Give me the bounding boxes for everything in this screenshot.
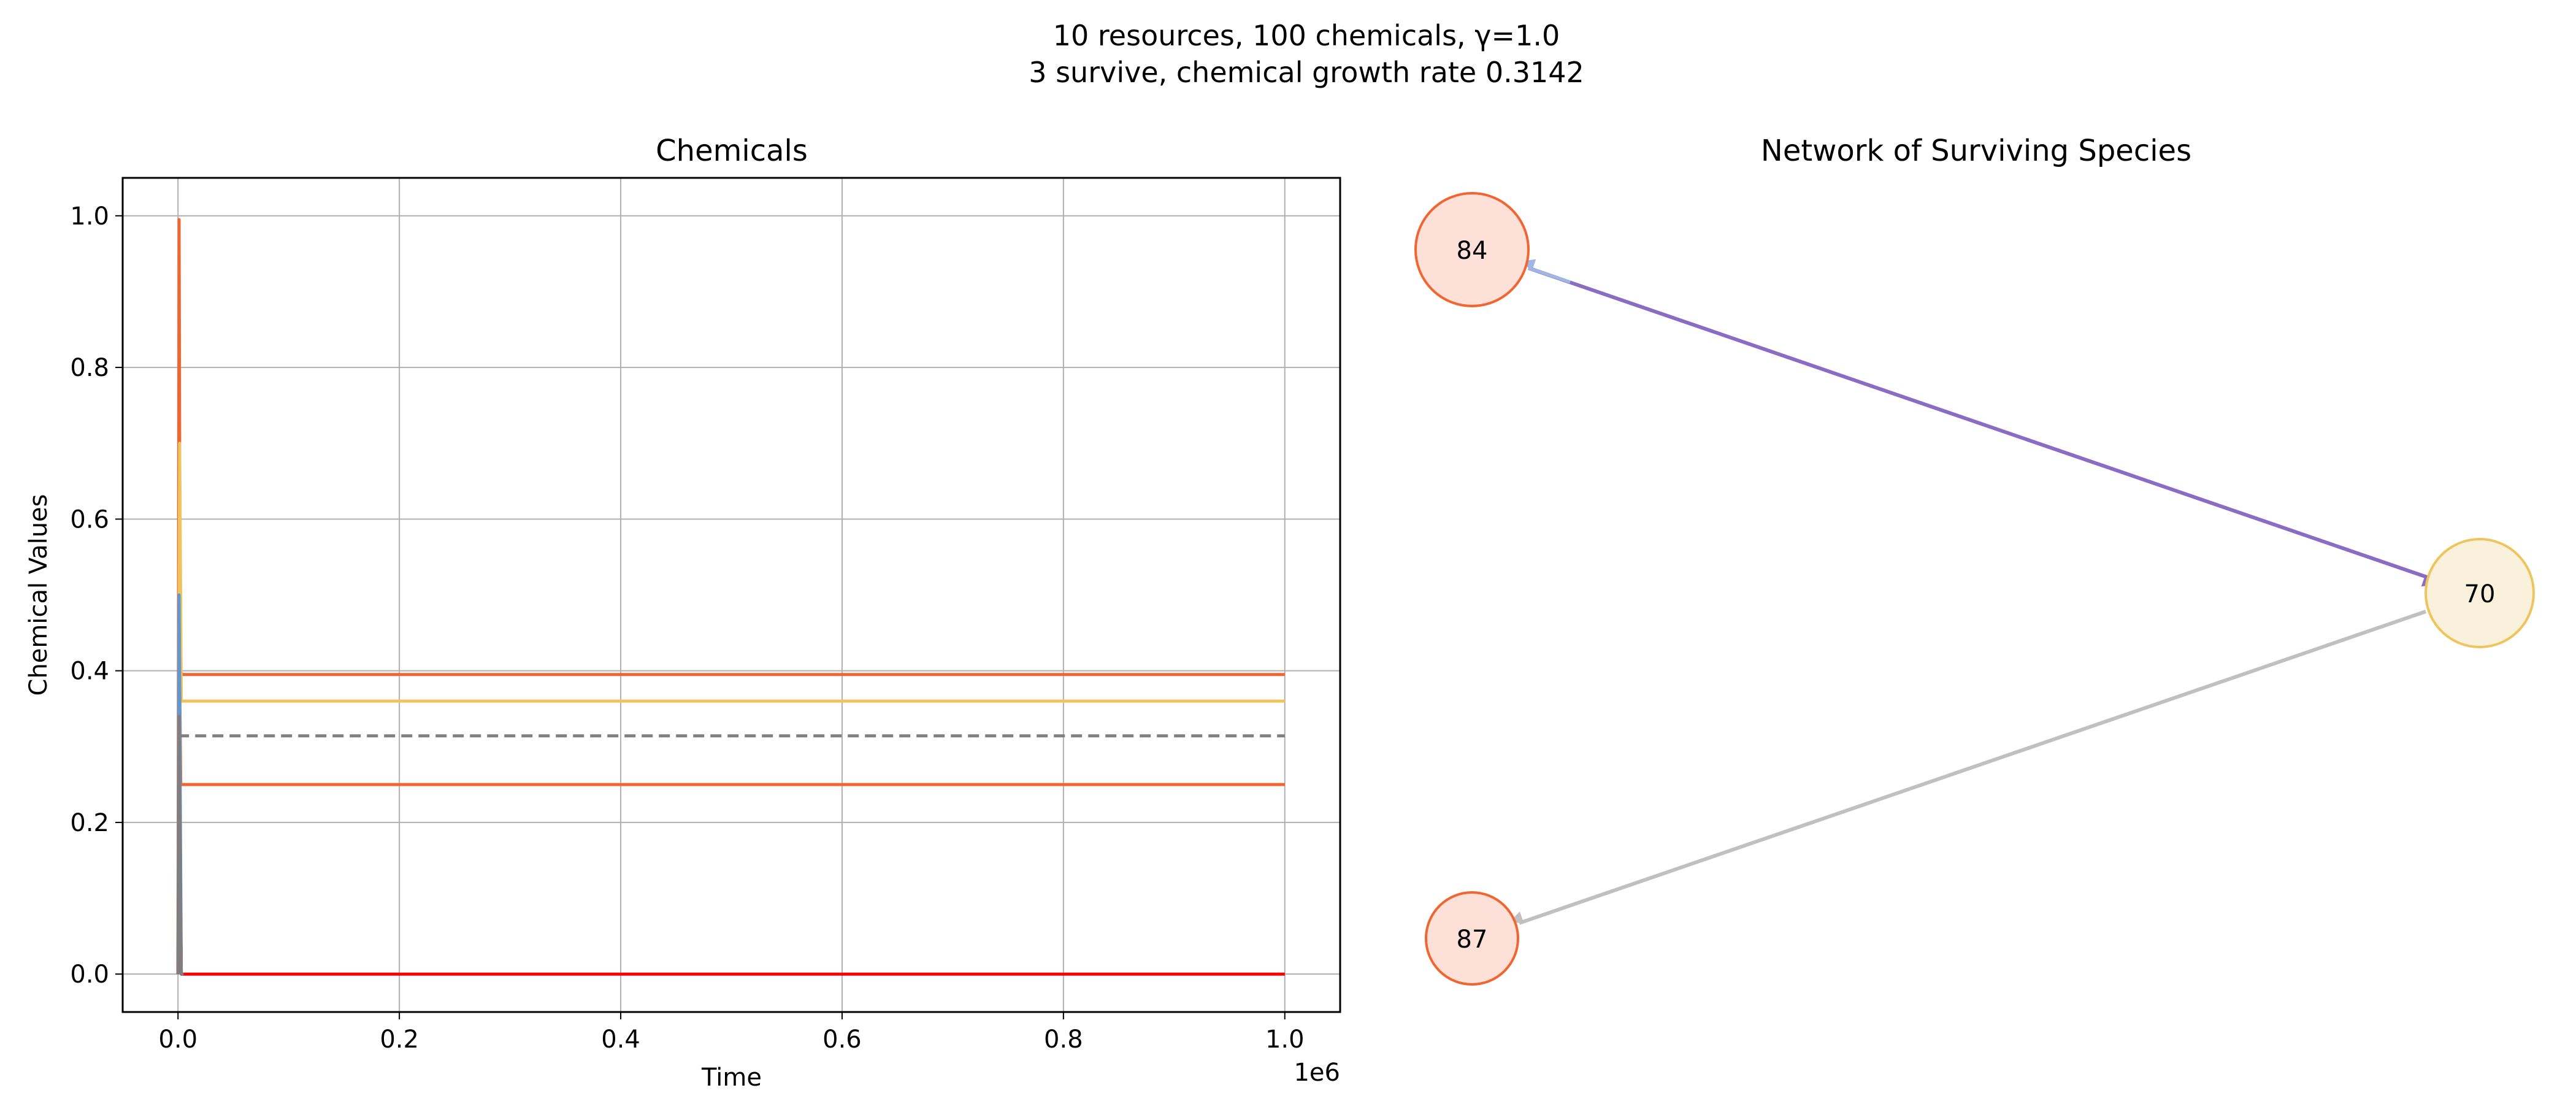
x-tick-label: 0.4 <box>601 1025 640 1054</box>
x-tick-label: 0.8 <box>1044 1025 1083 1054</box>
y-tick-label: 0.2 <box>70 809 109 837</box>
network-title: Network of Surviving Species <box>1761 134 2191 168</box>
series-line-1 <box>176 218 1285 959</box>
x-axis-offset-text: 1e6 <box>1294 1059 1340 1087</box>
edge-70-to-87 <box>1509 610 2426 925</box>
node-84-label: 84 <box>1457 237 1488 265</box>
x-tick-label: 0.2 <box>380 1025 419 1054</box>
grid <box>123 178 1340 1012</box>
axis-ticks: 0.0 0.2 0.4 0.6 0.8 1.0 0.0 0.2 0.4 0.6 0.8 1.0 <box>70 202 1304 1054</box>
y-tick-label: 0.4 <box>70 657 109 686</box>
y-tick-label: 0.6 <box>70 505 109 534</box>
node-87: 87 <box>1425 891 1519 986</box>
plot-frame <box>121 177 1341 1013</box>
node-70: 70 <box>2425 538 2535 648</box>
series-lines <box>176 218 1285 976</box>
node-87-circle <box>1425 891 1519 986</box>
node-70-circle <box>2425 538 2535 648</box>
series-line-3 <box>176 624 1285 975</box>
edge-70-to-84 <box>1521 259 1571 284</box>
figure-title-line-2: 3 survive, chemical growth rate 0.3142 <box>1029 56 1584 89</box>
node-70-label: 70 <box>2464 580 2496 608</box>
node-84-circle <box>1414 192 1530 307</box>
node-87-label: 87 <box>1457 926 1488 954</box>
chart-title: Chemicals <box>656 134 808 168</box>
series-line-6 <box>176 715 184 976</box>
y-tick-label: 0.0 <box>70 960 109 989</box>
series-line-5 <box>176 760 1285 976</box>
chemicals-chart: Chemicals 0.0 0.2 0.4 0.6 0.8 1.0 0.0 0.2 0.4 0.6… <box>25 134 1341 1092</box>
x-tick-label: 0.0 <box>158 1025 197 1054</box>
y-axis-label: Chemical Values <box>25 494 53 696</box>
x-tick-label: 1.0 <box>1265 1025 1305 1054</box>
edge-84-to-70 <box>1528 266 2436 587</box>
x-axis-label: Time <box>701 1064 762 1092</box>
x-tick-label: 0.6 <box>822 1025 862 1054</box>
species-network: Network of Surviving Species 84 70 87 <box>1414 134 2535 986</box>
y-tick-label: 1.0 <box>70 202 109 231</box>
figure-title-line-1: 10 resources, 100 chemicals, γ=1.0 <box>1053 19 1560 52</box>
series-line-2 <box>176 442 1285 975</box>
y-tick-label: 0.8 <box>70 354 109 382</box>
node-84: 84 <box>1414 192 1530 307</box>
